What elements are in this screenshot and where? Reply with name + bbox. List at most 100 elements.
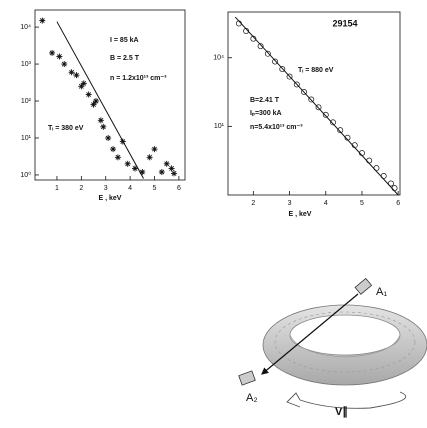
asterisk-stroke: [115, 154, 121, 160]
annotation: B=2.41 T: [250, 97, 280, 104]
asterisk-stroke: [39, 18, 45, 24]
data-point: [279, 66, 286, 73]
asterisk-stroke: [100, 124, 106, 130]
asterisk-stroke: [56, 54, 62, 59]
y-tick-label: 10¹: [214, 123, 225, 130]
x-axis-label: E , keV: [289, 211, 312, 218]
asterisk-stroke: [69, 69, 75, 75]
data-point: [380, 173, 387, 179]
asterisk-stroke: [98, 117, 104, 123]
asterisk-stroke: [139, 169, 145, 175]
x-tick-label: 2: [79, 185, 83, 192]
plot-frame: [34, 9, 186, 181]
torus-edge: [289, 334, 401, 358]
data-point: [119, 138, 126, 145]
x-tick-label: 5: [360, 200, 364, 207]
x-tick-label: 5: [153, 185, 157, 192]
asterisk-stroke: [91, 102, 96, 108]
asterisk-stroke: [159, 169, 165, 175]
data-point: [158, 169, 165, 176]
x-tick-label: 4: [324, 200, 328, 207]
data-point: [132, 165, 138, 172]
plot-frame: [227, 11, 401, 196]
data-point: [235, 20, 242, 27]
chart: 10⁰ 10¹ 10² 10³ 10⁴ 1 2 3 4 5 6 E , keV I = 85 kA B =…: [20, 9, 186, 202]
torus-hole: [289, 314, 401, 356]
data-point: [49, 49, 56, 56]
data-point: [171, 170, 178, 177]
data-point: [124, 160, 131, 167]
x-tick-label: 4: [128, 185, 132, 192]
y-tick-label: 10⁴: [20, 24, 31, 31]
data-point: [308, 96, 315, 103]
data-point: [80, 80, 87, 87]
asterisk-stroke: [152, 146, 157, 152]
data-point: [146, 154, 153, 161]
data-point: [293, 81, 300, 88]
asterisk-stroke: [61, 61, 67, 67]
asterisk-stroke: [110, 146, 116, 152]
x-tick-label: 6: [396, 200, 400, 207]
data-point: [114, 154, 121, 161]
a1-label: A₁: [376, 286, 387, 298]
y-tick-label: 10³: [21, 61, 32, 68]
line-of-sight: [261, 293, 359, 375]
data-point: [56, 53, 63, 60]
data-point: [322, 111, 329, 118]
asterisk-stroke: [147, 154, 153, 160]
y-tick-label: 10⁰: [20, 171, 31, 179]
data-point: [351, 142, 358, 149]
rotation-arrow: [286, 391, 407, 409]
y-tick-label: 10²: [21, 98, 32, 105]
data-point: [100, 123, 107, 130]
data-point: [286, 73, 293, 80]
data-point: [264, 50, 271, 57]
velocity-label: V∥: [335, 406, 348, 418]
data-point: [330, 119, 336, 126]
asterisk-stroke: [74, 72, 79, 78]
data-point: [337, 127, 344, 134]
annotation: Iₚ=300 kA: [250, 110, 282, 117]
asterisk-stroke: [164, 161, 170, 167]
data-point: [272, 58, 279, 65]
data-point: [73, 72, 80, 79]
data-point: [243, 28, 250, 34]
y-tick-label: 10¹: [21, 135, 32, 142]
annotation: Tᵢ = 380 eV: [48, 125, 84, 132]
data-point: [92, 98, 99, 105]
annotation: B = 2.5 T: [110, 55, 140, 62]
data-point: [39, 17, 46, 24]
data-point: [315, 104, 322, 111]
data-point: [61, 61, 68, 68]
asterisk-stroke: [93, 98, 99, 104]
data-point: [85, 91, 92, 98]
data-point: [344, 134, 351, 141]
data-point: [90, 101, 97, 108]
diagram: A₁ A₂ V∥: [238, 277, 427, 418]
data-point: [151, 146, 158, 153]
data-point: [163, 160, 170, 167]
chart: 10¹ 10⁴ 2 3 4 5 6 E , keV 29154 Tᵢ = 880 eV B=2.41…: [213, 11, 401, 218]
x-tick-label: 1: [55, 185, 59, 192]
fit-line: [56, 21, 144, 179]
annotation: Tᵢ = 880 eV: [298, 67, 334, 74]
data-point: [110, 146, 117, 153]
analyzer-2: [238, 370, 256, 386]
x-tick-label: 3: [288, 200, 292, 207]
data-point: [105, 134, 112, 141]
asterisk-stroke: [120, 139, 126, 144]
data-point: [387, 180, 394, 187]
x-tick-label: 3: [104, 185, 108, 192]
asterisk-stroke: [49, 50, 55, 56]
x-tick-label: 6: [177, 185, 181, 192]
data-point: [359, 150, 365, 157]
annotation: I = 85 kA: [110, 37, 139, 44]
asterisk-stroke: [125, 161, 131, 167]
asterisk-stroke: [171, 170, 177, 176]
data-point: [97, 117, 104, 124]
data-point: [366, 157, 373, 164]
annotation: n = 1.2x10¹³ cm⁻³: [110, 75, 167, 82]
annotation: n=5.4x10¹³ cm⁻³: [250, 124, 303, 131]
asterisk-stroke: [86, 92, 92, 97]
